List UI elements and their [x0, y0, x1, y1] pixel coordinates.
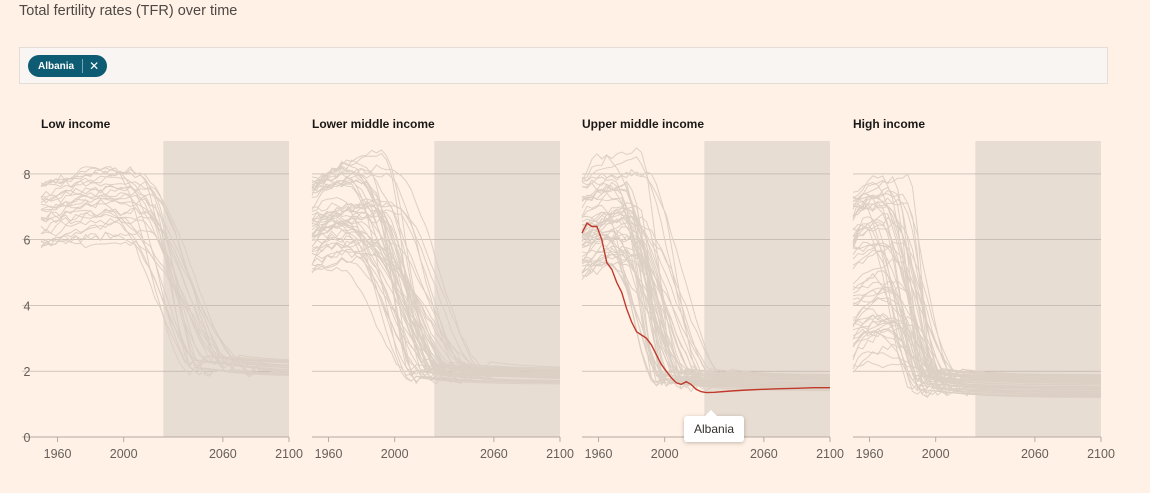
x-tick-label: 2000: [651, 447, 679, 461]
x-tick-label: 2000: [381, 447, 409, 461]
country-line: [311, 238, 561, 381]
x-tick-label: 1960: [585, 447, 613, 461]
country-line: [581, 168, 831, 393]
x-tick-label: 2060: [750, 447, 778, 461]
country-line: [852, 320, 1101, 390]
country-line: [40, 209, 290, 378]
x-tick-label: 2000: [110, 447, 138, 461]
country-line: [40, 185, 290, 367]
x-tick-label: 2060: [1021, 447, 1049, 461]
y-tick-label: 0: [24, 431, 31, 445]
country-line: [311, 210, 561, 376]
country-line: [581, 226, 830, 390]
tooltip-label: Albania: [694, 422, 735, 436]
x-tick-label: 2060: [209, 447, 237, 461]
country-line: [852, 241, 1101, 398]
x-tick-label: 1960: [856, 447, 884, 461]
country-line: [311, 200, 561, 368]
country-line: [852, 200, 1101, 392]
x-tick-label: 1960: [44, 447, 72, 461]
x-tick-label: 2100: [546, 447, 574, 461]
country-line: [581, 228, 830, 380]
country-line: [852, 281, 1101, 387]
country-line: [852, 219, 1101, 383]
country-line: [852, 175, 1101, 386]
country-line: [40, 167, 290, 376]
country-line: [311, 253, 561, 378]
country-line: [40, 193, 290, 372]
country-line: [40, 217, 290, 364]
country-line: [40, 229, 290, 366]
country-line: [40, 206, 290, 376]
chip-separator: [82, 59, 84, 73]
country-line: [852, 242, 1101, 376]
country-filter-bar[interactable]: Albania ✕: [19, 47, 1108, 84]
projection-band: [434, 141, 560, 437]
y-tick-label: 6: [24, 234, 31, 248]
panel-title: High income: [853, 117, 925, 131]
y-tick-label: 4: [24, 299, 31, 313]
x-tick-label: 2100: [816, 447, 844, 461]
x-tick-label: 2000: [922, 447, 950, 461]
country-line: [311, 237, 561, 377]
panel-title: Upper middle income: [582, 117, 704, 131]
x-tick-label: 2100: [275, 447, 303, 461]
country-line: [852, 223, 1102, 392]
country-line: [852, 297, 1101, 389]
country-line: [40, 166, 290, 369]
country-line: [852, 243, 1101, 385]
country-line: [40, 175, 290, 364]
country-line: [40, 239, 290, 368]
projection-band: [163, 141, 289, 437]
country-line: [311, 166, 561, 373]
country-line: [852, 175, 1101, 378]
close-icon[interactable]: ✕: [89, 59, 100, 73]
tooltip: Albania: [684, 410, 745, 442]
panel-title: Lower middle income: [312, 117, 435, 131]
projection-band: [704, 141, 830, 437]
country-line: [581, 171, 831, 383]
country-line: [581, 204, 830, 387]
country-line: [852, 314, 1101, 396]
country-line: [581, 229, 830, 375]
panel-title: Low income: [41, 117, 111, 131]
country-line: [852, 286, 1101, 383]
country-line: [852, 213, 1101, 379]
country-line: [581, 206, 830, 378]
country-line: [40, 184, 290, 367]
country-chip-label: Albania: [38, 60, 75, 72]
x-tick-label: 1960: [315, 447, 343, 461]
x-tick-label: 2100: [1087, 447, 1115, 461]
country-line: [581, 202, 831, 387]
country-line: [40, 198, 290, 376]
y-tick-label: 8: [24, 168, 31, 182]
y-tick-label: 2: [24, 365, 31, 379]
country-line: [852, 203, 1101, 381]
x-tick-label: 2060: [480, 447, 508, 461]
highlight-line-albania: [581, 222, 830, 394]
chart-title: Total fertility rates (TFR) over time: [19, 3, 238, 19]
country-line: [40, 209, 290, 376]
country-line: [581, 253, 830, 392]
country-line: [852, 243, 1101, 377]
country-line: [311, 218, 561, 379]
country-chip[interactable]: Albania ✕: [28, 55, 108, 77]
country-line: [311, 179, 560, 382]
